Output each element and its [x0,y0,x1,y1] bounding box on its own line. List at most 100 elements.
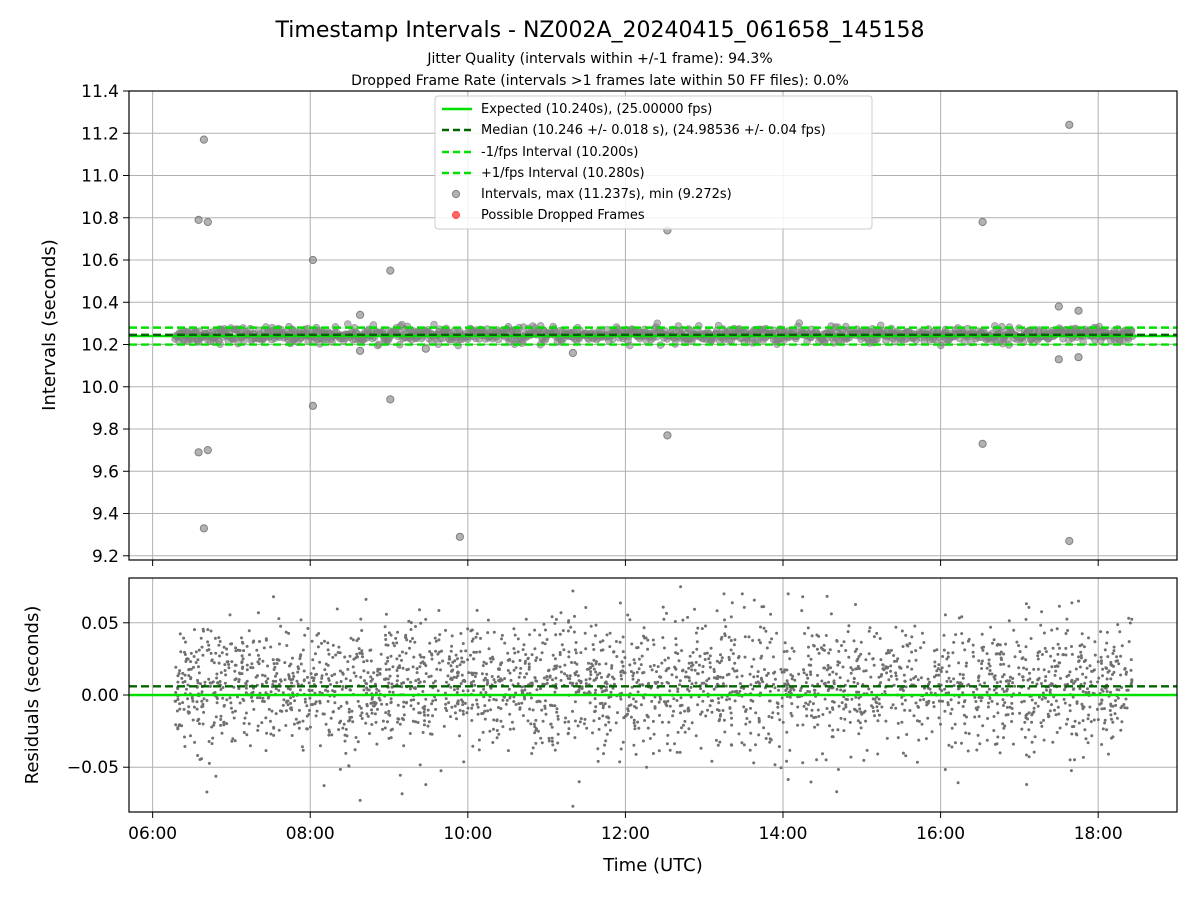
residual-point [215,676,219,680]
residual-point [1079,650,1083,654]
residual-point [289,706,293,710]
residual-point [1109,660,1113,664]
residual-point [684,670,688,674]
residual-point [470,719,474,722]
residual-point [770,716,774,719]
residual-point [676,690,680,693]
residual-point [1114,659,1118,663]
residual-point [334,653,338,657]
residual-point [376,707,379,711]
residual-point [241,641,245,645]
residual-point [946,651,950,655]
residual-point [326,663,330,667]
residual-point [558,632,562,636]
legend-dropped-marker [451,210,461,220]
residual-point [1049,654,1053,658]
residual-point [512,647,516,651]
residual-point [1057,661,1061,665]
residual-point [289,696,293,700]
residual-point [1111,673,1114,676]
residual-point [488,729,492,733]
residual-point [279,624,283,628]
residual-point [530,653,534,657]
residual-point [430,657,434,661]
residual-point [975,687,979,691]
residual-point [898,666,902,670]
residual-point [385,702,389,706]
residual-point [949,698,953,702]
residual-point [964,731,968,735]
residual-point [1030,698,1034,702]
residual-point [980,696,984,700]
residual-point [256,696,259,700]
residual-point [244,686,248,690]
residual-point [896,721,900,725]
residual-point [200,645,204,649]
residual-point [677,659,681,663]
residual-point [422,680,426,684]
residual-point [773,670,777,674]
residual-point [594,623,598,627]
residual-point [201,722,205,726]
residual-point [459,632,463,635]
residual-point [1101,689,1105,693]
residual-point [309,672,313,676]
residual-point [1022,699,1026,703]
residual-point [683,709,687,713]
residual-point [545,681,549,685]
residual-point [524,653,528,656]
residual-point [322,784,326,788]
residual-point [584,682,588,686]
residual-point [940,666,944,670]
residual-point [642,671,646,674]
residual-point [1007,619,1011,623]
residual-point [1002,704,1005,707]
residual-point [667,720,671,724]
residual-point [605,732,609,736]
residual-point [588,701,592,705]
residual-point [977,679,980,683]
residual-point [858,721,862,725]
residual-point [434,707,438,711]
residual-point [571,681,575,685]
residual-point [1007,682,1011,686]
residual-point [531,746,535,750]
residual-point [1023,720,1027,724]
residual-point [346,660,350,664]
residual-point [847,624,851,628]
residual-point [1048,690,1052,694]
residual-point [242,699,246,702]
residual-point [441,659,445,663]
residual-point [730,723,734,727]
residual-point [396,674,400,678]
residual-point [517,702,521,706]
residual-point [313,673,317,677]
residual-point [956,781,960,785]
residual-point [209,629,213,633]
interval-outlier-point [308,401,317,410]
residual-point [365,682,369,686]
residual-point [234,663,238,667]
residual-point [1050,703,1053,707]
residual-point [1072,687,1076,691]
residual-point [820,679,824,683]
residual-point [567,619,571,623]
residual-point [935,669,939,673]
residual-point [1082,645,1086,649]
residual-point [554,633,558,637]
residual-point [850,697,854,701]
residual-point [775,701,779,705]
residual-point [1017,672,1021,676]
residual-point [430,702,434,706]
residual-point [1027,728,1031,732]
residual-point [1024,645,1028,649]
residual-point [562,648,566,652]
residual-point [452,688,456,692]
residual-point [1129,658,1133,662]
residual-point [310,676,314,680]
residual-point [940,689,944,693]
residual-point [469,653,472,657]
residual-point [828,710,832,714]
residual-point [426,708,430,712]
residual-point [843,717,847,721]
